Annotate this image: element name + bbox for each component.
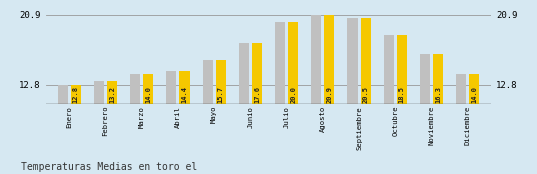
- Bar: [384, 35, 394, 104]
- Text: 14.0: 14.0: [145, 86, 151, 103]
- Text: 14.4: 14.4: [182, 86, 187, 103]
- Bar: [433, 54, 443, 104]
- Text: 20.0: 20.0: [290, 86, 296, 103]
- Text: 13.2: 13.2: [109, 86, 115, 103]
- Bar: [324, 15, 335, 104]
- Text: 14.0: 14.0: [471, 86, 477, 103]
- Bar: [239, 43, 249, 104]
- Text: 17.6: 17.6: [254, 86, 260, 103]
- Text: 15.7: 15.7: [217, 86, 224, 103]
- Text: 20.9: 20.9: [326, 86, 332, 103]
- Bar: [130, 74, 140, 104]
- Bar: [360, 18, 371, 104]
- Bar: [94, 81, 104, 104]
- Bar: [202, 60, 213, 104]
- Bar: [456, 74, 466, 104]
- Bar: [107, 81, 117, 104]
- Bar: [397, 35, 407, 104]
- Bar: [179, 71, 190, 104]
- Text: 20.5: 20.5: [362, 86, 368, 103]
- Bar: [71, 85, 81, 104]
- Bar: [252, 43, 262, 104]
- Bar: [347, 18, 358, 104]
- Bar: [275, 22, 285, 104]
- Text: 16.3: 16.3: [435, 86, 441, 103]
- Bar: [57, 85, 68, 104]
- Text: 12.8: 12.8: [72, 86, 79, 103]
- Bar: [143, 74, 153, 104]
- Bar: [469, 74, 480, 104]
- Bar: [215, 60, 226, 104]
- Bar: [166, 71, 177, 104]
- Bar: [311, 15, 322, 104]
- Text: Temperaturas Medias en toro el: Temperaturas Medias en toro el: [21, 162, 198, 172]
- Bar: [420, 54, 430, 104]
- Bar: [288, 22, 298, 104]
- Text: 18.5: 18.5: [399, 86, 405, 103]
